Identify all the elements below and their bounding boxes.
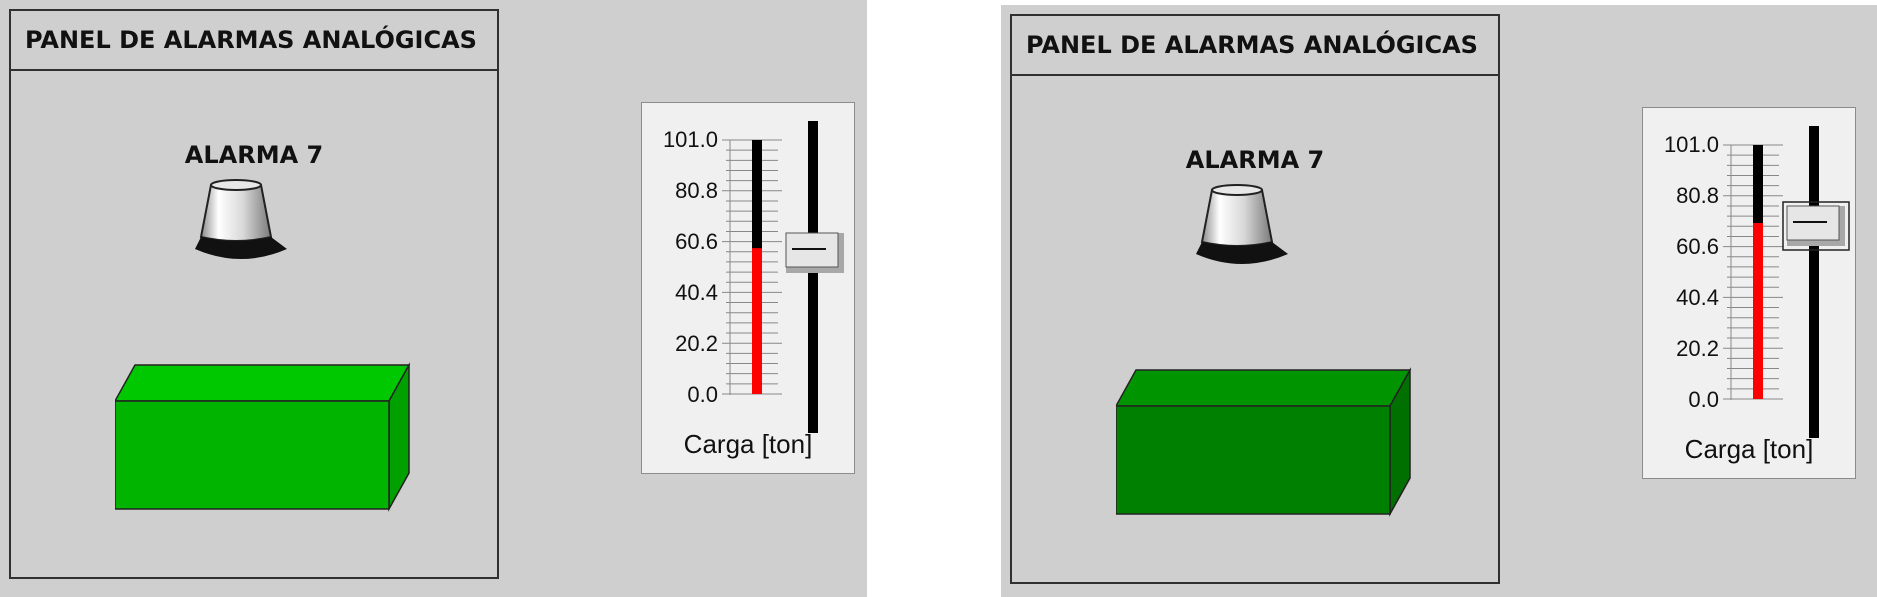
load-slider[interactable]: 101.0 80.8 60.6 40.4 20.2 0.0 Carga [ton… bbox=[1642, 107, 1856, 479]
tick-label: 60.6 bbox=[675, 229, 718, 254]
tick-label: 20.2 bbox=[675, 331, 718, 356]
alarm-label: ALARMA 7 bbox=[184, 141, 324, 169]
slider-caption: Carga [ton] bbox=[1684, 434, 1814, 464]
tick-label: 0.0 bbox=[687, 382, 718, 407]
hmi-screen-left: PANEL DE ALARMAS ANALÓGICAS ALARMA 7 bbox=[0, 0, 867, 597]
box-front-face bbox=[1116, 405, 1391, 515]
tick-label: 0.0 bbox=[1688, 387, 1719, 412]
slider-track bbox=[1809, 126, 1819, 438]
load-slider[interactable]: 101.0 80.8 60.6 40.4 20.2 0.0 Carga [ton… bbox=[641, 102, 855, 474]
slider-thumb[interactable] bbox=[1782, 201, 1850, 251]
tick-label: 60.6 bbox=[1676, 234, 1719, 259]
box-front-face bbox=[115, 400, 390, 510]
level-bar-fill bbox=[1753, 222, 1763, 399]
status-indicator-box bbox=[115, 362, 411, 512]
panel-title: PANEL DE ALARMAS ANALÓGICAS bbox=[1012, 16, 1498, 76]
alarm-panel: PANEL DE ALARMAS ANALÓGICAS ALARMA 7 bbox=[1010, 14, 1500, 584]
slider-thumb[interactable] bbox=[782, 229, 848, 277]
status-indicator-box bbox=[1116, 367, 1412, 517]
alarm-beacon-icon bbox=[195, 179, 287, 259]
slider-caption: Carga [ton] bbox=[683, 429, 813, 459]
alarm-beacon-icon bbox=[1196, 184, 1288, 264]
panel-title: PANEL DE ALARMAS ANALÓGICAS bbox=[11, 11, 497, 71]
alarm-label: ALARMA 7 bbox=[1185, 146, 1325, 174]
box-top-face bbox=[115, 364, 411, 402]
slider-graphic bbox=[1723, 126, 1850, 438]
box-top-face bbox=[1116, 369, 1412, 407]
tick-label: 80.8 bbox=[1676, 183, 1719, 208]
slider-graphic bbox=[722, 121, 848, 433]
level-bar-fill bbox=[752, 248, 762, 394]
tick-label: 40.4 bbox=[1676, 285, 1719, 310]
tick-label: 101.0 bbox=[1663, 132, 1719, 157]
alarm-panel: PANEL DE ALARMAS ANALÓGICAS ALARMA 7 bbox=[9, 9, 499, 579]
tick-label: 101.0 bbox=[662, 127, 718, 152]
tick-label: 80.8 bbox=[675, 178, 718, 203]
slider-track bbox=[808, 121, 818, 433]
hmi-screen-right: PANEL DE ALARMAS ANALÓGICAS ALARMA 7 bbox=[1001, 5, 1877, 597]
tick-label: 20.2 bbox=[1676, 336, 1719, 361]
tick-label: 40.4 bbox=[675, 280, 718, 305]
